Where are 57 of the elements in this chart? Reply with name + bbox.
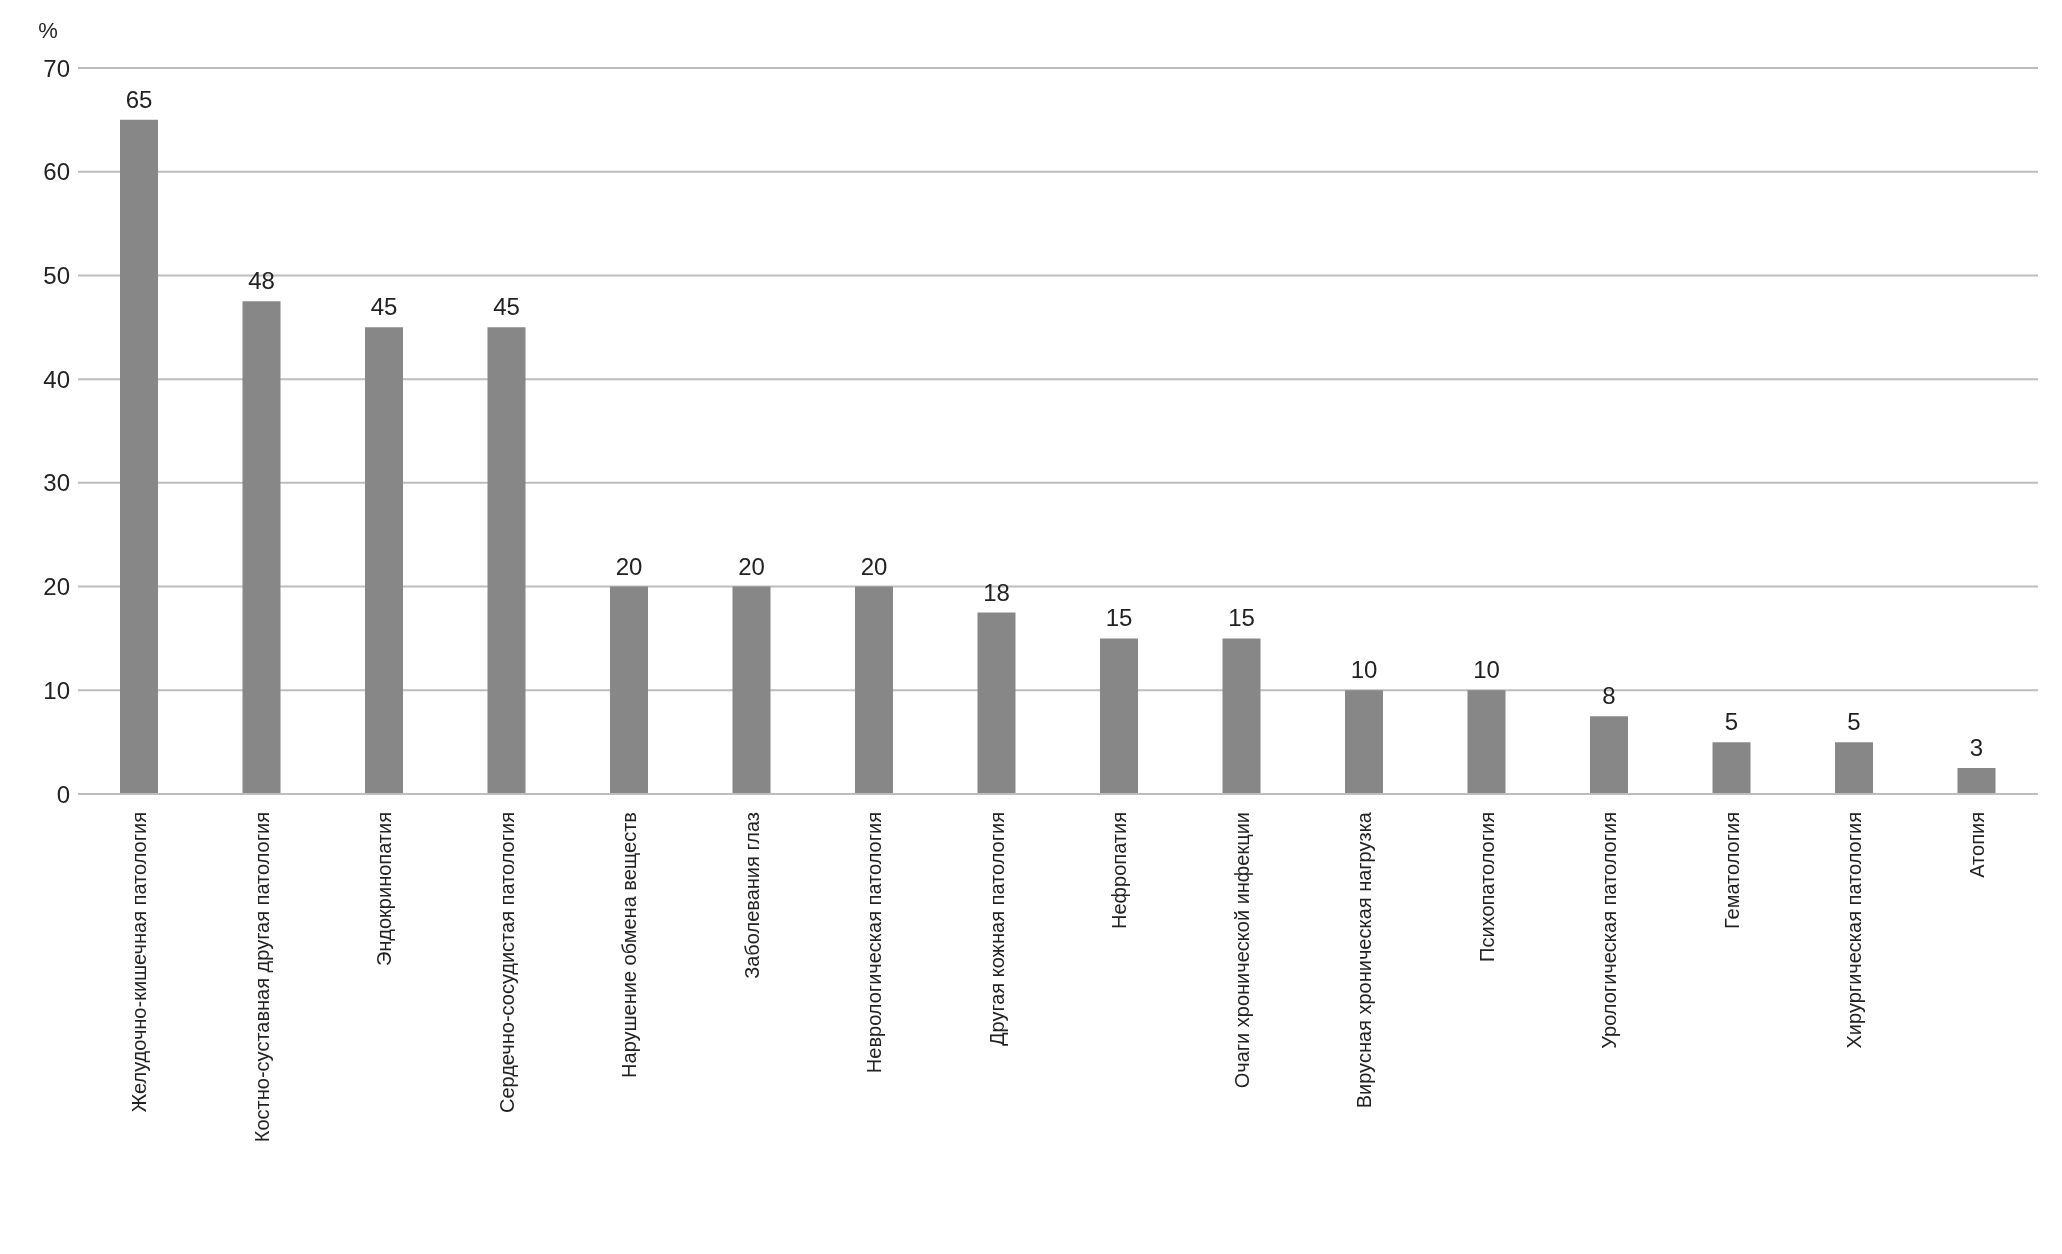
x-tick-label: Психопатология bbox=[1475, 812, 1498, 962]
x-tick-label: Очаги хронической инфекции bbox=[1230, 812, 1253, 1089]
y-tick-label: 60 bbox=[43, 158, 70, 186]
y-tick-label: 70 bbox=[43, 54, 70, 82]
data-label: 20 bbox=[860, 552, 888, 580]
bar bbox=[487, 327, 526, 794]
x-tick-label: Костно-суставная другая патология bbox=[250, 812, 273, 1143]
bar bbox=[732, 586, 771, 794]
x-tick-label: Эндокринопатия bbox=[373, 812, 396, 967]
bar bbox=[1957, 768, 1996, 794]
bar bbox=[1345, 690, 1383, 794]
y-tick-label: 30 bbox=[43, 469, 70, 497]
y-tick-label: 20 bbox=[43, 573, 70, 601]
bar bbox=[1467, 690, 1506, 794]
y-axis-title: % bbox=[38, 18, 58, 43]
x-tick-label: Нефропатия bbox=[1108, 812, 1131, 929]
y-tick-label: 40 bbox=[43, 365, 70, 393]
bar bbox=[1590, 716, 1628, 794]
x-tick-label: Урологическая патология bbox=[1598, 812, 1621, 1049]
data-label: 48 bbox=[248, 267, 275, 295]
data-label: 20 bbox=[738, 552, 765, 580]
data-label: 20 bbox=[615, 552, 643, 580]
bar bbox=[1712, 742, 1751, 794]
x-tick-label: Сердечно-сосудистая патология bbox=[495, 812, 518, 1114]
y-tick-label: 50 bbox=[43, 261, 70, 289]
data-label: 18 bbox=[983, 578, 1010, 606]
x-tick-label: Желудочно-кишечная патология bbox=[128, 812, 151, 1113]
bar bbox=[1222, 638, 1261, 794]
data-label: 45 bbox=[493, 293, 520, 321]
x-tick-label: Заболевания глаз bbox=[740, 812, 763, 979]
x-tick-label: Хирургическая патология bbox=[1843, 812, 1866, 1049]
bar bbox=[1835, 742, 1873, 794]
x-tick-label: Атопия bbox=[1965, 812, 1988, 878]
data-label: 65 bbox=[125, 85, 153, 113]
bar bbox=[1100, 638, 1138, 794]
data-label: 15 bbox=[1228, 604, 1255, 632]
bar bbox=[365, 327, 403, 794]
bar bbox=[120, 119, 158, 794]
data-label: 15 bbox=[1105, 604, 1133, 632]
y-tick-label: 10 bbox=[43, 676, 70, 704]
y-tick-label: 0 bbox=[56, 780, 70, 808]
data-label: 10 bbox=[1473, 656, 1500, 684]
data-label: 10 bbox=[1350, 656, 1378, 684]
x-tick-label: Вирусная хроническая нагрузка bbox=[1353, 811, 1376, 1109]
bar bbox=[610, 586, 648, 794]
bar bbox=[855, 586, 893, 794]
data-label: 3 bbox=[1969, 734, 1984, 762]
x-tick-label: Нарушение обмена веществ bbox=[618, 812, 641, 1078]
data-label: 45 bbox=[370, 293, 398, 321]
x-tick-label: Гематология bbox=[1720, 812, 1743, 929]
x-tick-label: Неврологическая патология bbox=[863, 812, 886, 1074]
data-label: 5 bbox=[1847, 708, 1861, 736]
data-label: 5 bbox=[1724, 708, 1739, 736]
bar bbox=[977, 612, 1016, 794]
x-tick-label: Другая кожная патология bbox=[985, 812, 1008, 1047]
data-label: 8 bbox=[1602, 682, 1616, 710]
bar bbox=[242, 301, 281, 794]
